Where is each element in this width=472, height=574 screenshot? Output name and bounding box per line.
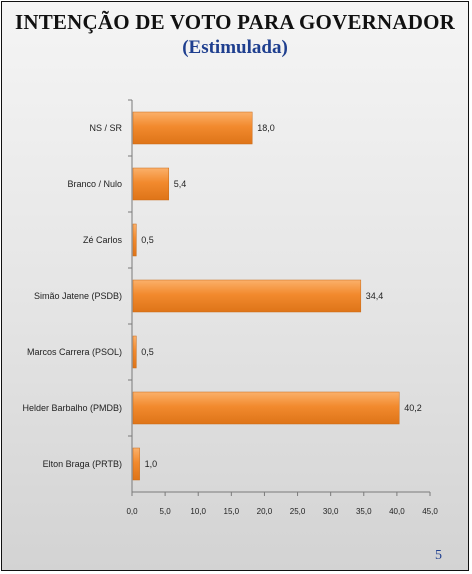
bar (132, 391, 400, 425)
x-tick-label: 10,0 (190, 507, 206, 516)
bar (132, 111, 253, 145)
x-tick-label: 0,0 (126, 507, 138, 516)
value-label: 1,0 (145, 459, 158, 469)
chart-title: INTENÇÃO DE VOTO PARA GOVERNADOR (14, 10, 456, 34)
bar (132, 223, 137, 257)
category-label: Branco / Nulo (67, 179, 122, 189)
category-label: Helder Barbalho (PMDB) (22, 403, 122, 413)
value-label: 18,0 (257, 123, 275, 133)
value-label: 5,4 (174, 179, 187, 189)
category-label: Simão Jatene (PSDB) (34, 291, 122, 301)
category-label: NS / SR (89, 123, 122, 133)
x-tick-label: 25,0 (290, 507, 306, 516)
x-tick-label: 30,0 (323, 507, 339, 516)
bar (132, 167, 170, 201)
bar (132, 335, 137, 369)
category-label: Zé Carlos (83, 235, 123, 245)
bar (132, 279, 362, 313)
page-number: 5 (435, 548, 442, 563)
x-tick-label: 5,0 (160, 507, 172, 516)
value-label: 40,2 (404, 403, 422, 413)
x-tick-label: 20,0 (257, 507, 273, 516)
category-label: Elton Braga (PRTB) (43, 459, 122, 469)
x-tick-label: 15,0 (224, 507, 240, 516)
value-label: 34,4 (366, 291, 384, 301)
x-tick-label: 35,0 (356, 507, 372, 516)
category-label: Marcos Carrera (PSOL) (27, 347, 122, 357)
x-tick-label: 40,0 (389, 507, 405, 516)
chart-subtitle: (Estimulada) (182, 37, 288, 58)
value-label: 0,5 (141, 235, 154, 245)
bar (132, 447, 140, 481)
x-tick-label: 45,0 (422, 507, 438, 516)
value-label: 0,5 (141, 347, 154, 357)
